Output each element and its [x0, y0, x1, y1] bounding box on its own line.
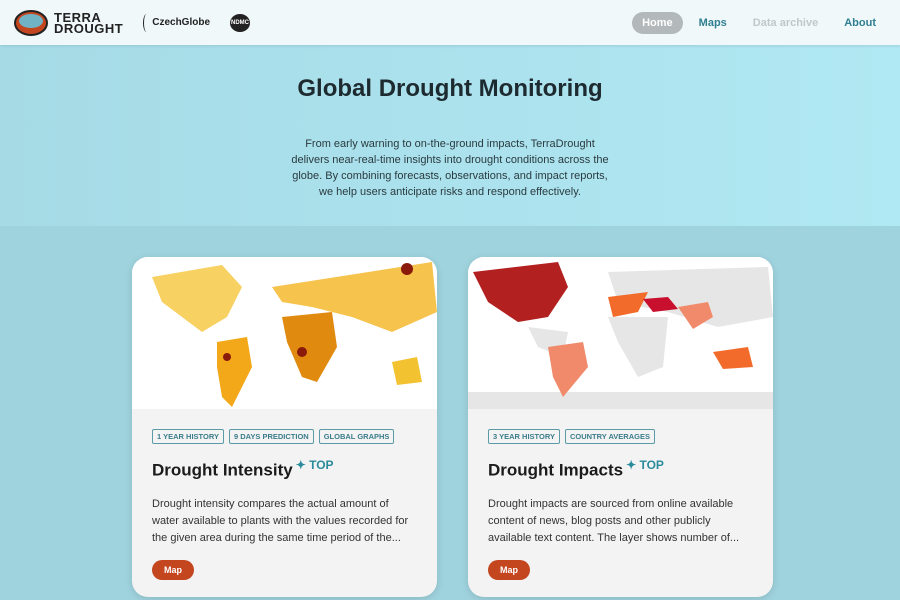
card-drought-impacts[interactable]: 3 YEAR HISTORY COUNTRY AVERAGES Drought … — [468, 257, 773, 597]
nav-about[interactable]: About — [844, 16, 876, 29]
card-description: Drought impacts are sourced from online … — [488, 497, 740, 544]
hero-text: From early warning to on-the-ground impa… — [291, 138, 609, 198]
card-description: Drought intensity compares the actual am… — [152, 497, 409, 544]
terradrought-logo[interactable]: TERRA DROUGHT — [14, 9, 124, 36]
card-title: Drought Impacts — [488, 460, 624, 480]
top-nav: TERRA DROUGHT CzechGlobe NDMC Home Maps D… — [0, 0, 900, 45]
tag: 3 YEAR HISTORY — [488, 429, 560, 444]
ndmc-logo[interactable]: NDMC — [230, 13, 251, 32]
nav-maps[interactable]: Maps — [698, 16, 727, 29]
card-drought-intensity[interactable]: 1 YEAR HISTORY 9 DAYS PREDICTION GLOBAL … — [132, 257, 437, 597]
hero: Global Drought Monitoring From early war… — [0, 45, 900, 226]
logo-line2: DROUGHT — [54, 20, 124, 36]
logo-line1: TERRA — [54, 9, 102, 25]
map-button[interactable]: Map — [488, 559, 530, 580]
czechglobe-logo[interactable]: CzechGlobe — [143, 14, 210, 32]
tag: 9 DAYS PREDICTION — [228, 429, 314, 444]
top-badge: ✦ TOP — [295, 458, 334, 472]
tag: COUNTRY AVERAGES — [564, 429, 655, 444]
globe-logo-icon — [14, 9, 48, 36]
nav-home[interactable]: Home — [632, 11, 683, 34]
card-title: Drought Intensity — [152, 460, 293, 480]
drought-impacts-map — [468, 257, 773, 409]
page-title: Global Drought Monitoring — [297, 75, 603, 102]
top-badge: ✦ TOP — [626, 458, 664, 472]
tag: 1 YEAR HISTORY — [152, 429, 224, 444]
nav-data-archive: Data archive — [752, 16, 819, 29]
drought-intensity-map — [132, 257, 437, 409]
map-button[interactable]: Map — [152, 559, 194, 580]
tag: GLOBAL GRAPHS — [318, 429, 395, 444]
